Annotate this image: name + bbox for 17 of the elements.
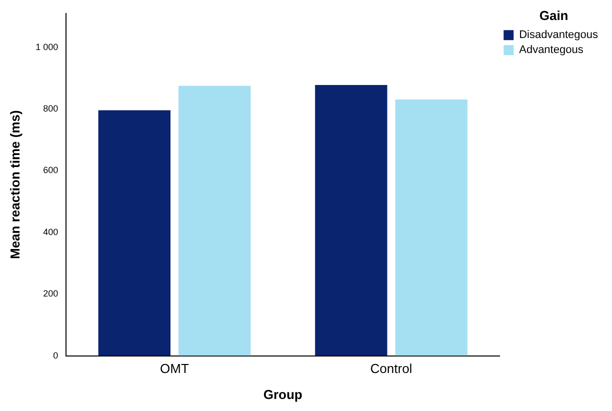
legend-label: Disadvantegous — [519, 29, 598, 42]
bar — [395, 99, 468, 356]
y-tick-label: 800 — [43, 104, 58, 114]
bar — [178, 86, 251, 356]
x-tick-label: OMT — [160, 361, 189, 376]
y-tick-label: 400 — [43, 226, 58, 237]
y-tick-label: 200 — [43, 288, 58, 299]
y-tick-label: 0 — [53, 350, 58, 360]
y-tick-label: 1 000 — [36, 42, 58, 52]
y-tick-label: 600 — [43, 165, 58, 176]
legend-label: Advantegous — [519, 44, 584, 56]
bar — [98, 110, 170, 356]
y-axis-title: Mean reaction time (ms) — [7, 110, 22, 260]
x-axis-title: Group — [263, 386, 302, 402]
bar — [315, 84, 388, 356]
x-tick-label: Control — [370, 361, 412, 376]
legend-title: Gain — [539, 8, 568, 24]
